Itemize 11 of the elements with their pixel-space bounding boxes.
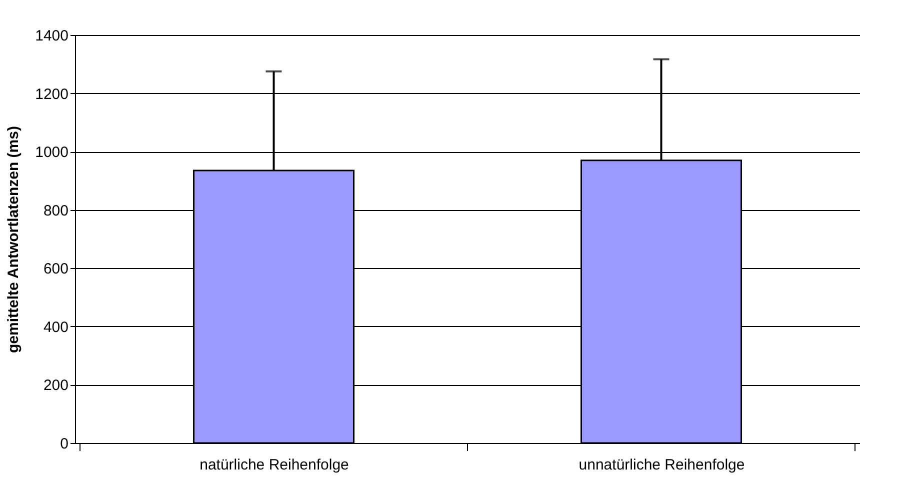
y-tick-label: 1000 bbox=[35, 144, 68, 162]
y-tick-label: 1400 bbox=[35, 28, 68, 44]
x-tick-label: natürliche Reihenfolge bbox=[200, 456, 349, 474]
x-tick-label: unnatürliche Reihenfolge bbox=[578, 456, 745, 474]
y-tick-label: 0 bbox=[60, 436, 68, 452]
y-tick-label: 1200 bbox=[35, 86, 68, 103]
y-tick-label: 800 bbox=[43, 202, 68, 220]
y-tick-label: 200 bbox=[43, 377, 68, 394]
y-axis-title: gemittelte Antwortlatenzen (ms) bbox=[5, 126, 22, 353]
y-tick-label: 400 bbox=[43, 318, 68, 336]
y-tick-label: 600 bbox=[43, 260, 68, 278]
